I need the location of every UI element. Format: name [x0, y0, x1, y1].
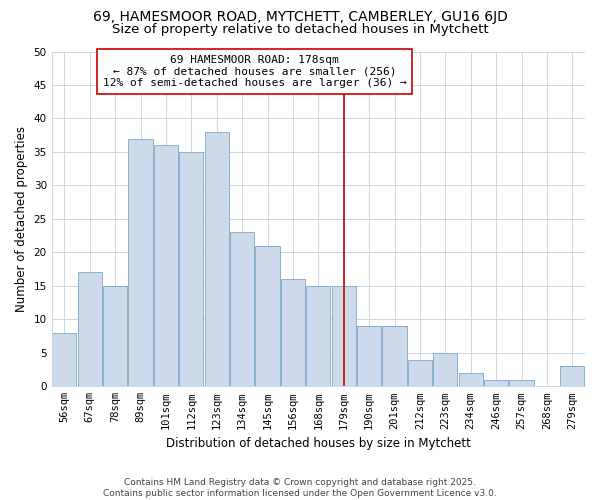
Bar	[332, 286, 356, 386]
Bar	[357, 326, 381, 386]
Bar	[128, 138, 152, 386]
Bar	[509, 380, 533, 386]
Bar	[230, 232, 254, 386]
Bar	[560, 366, 584, 386]
Text: 69, HAMESMOOR ROAD, MYTCHETT, CAMBERLEY, GU16 6JD: 69, HAMESMOOR ROAD, MYTCHETT, CAMBERLEY,…	[92, 10, 508, 24]
Bar	[433, 353, 457, 386]
Bar	[458, 373, 483, 386]
Bar	[205, 132, 229, 386]
Text: Size of property relative to detached houses in Mytchett: Size of property relative to detached ho…	[112, 22, 488, 36]
Bar	[408, 360, 432, 386]
Bar	[77, 272, 102, 386]
Bar	[484, 380, 508, 386]
Bar	[52, 332, 76, 386]
Bar	[306, 286, 331, 386]
Text: 69 HAMESMOOR ROAD: 178sqm
← 87% of detached houses are smaller (256)
12% of semi: 69 HAMESMOOR ROAD: 178sqm ← 87% of detac…	[103, 55, 407, 88]
Bar	[281, 279, 305, 386]
Bar	[154, 145, 178, 386]
Bar	[103, 286, 127, 386]
Bar	[256, 246, 280, 386]
Bar	[179, 152, 203, 386]
Bar	[382, 326, 407, 386]
Text: Contains HM Land Registry data © Crown copyright and database right 2025.
Contai: Contains HM Land Registry data © Crown c…	[103, 478, 497, 498]
X-axis label: Distribution of detached houses by size in Mytchett: Distribution of detached houses by size …	[166, 437, 471, 450]
Y-axis label: Number of detached properties: Number of detached properties	[15, 126, 28, 312]
